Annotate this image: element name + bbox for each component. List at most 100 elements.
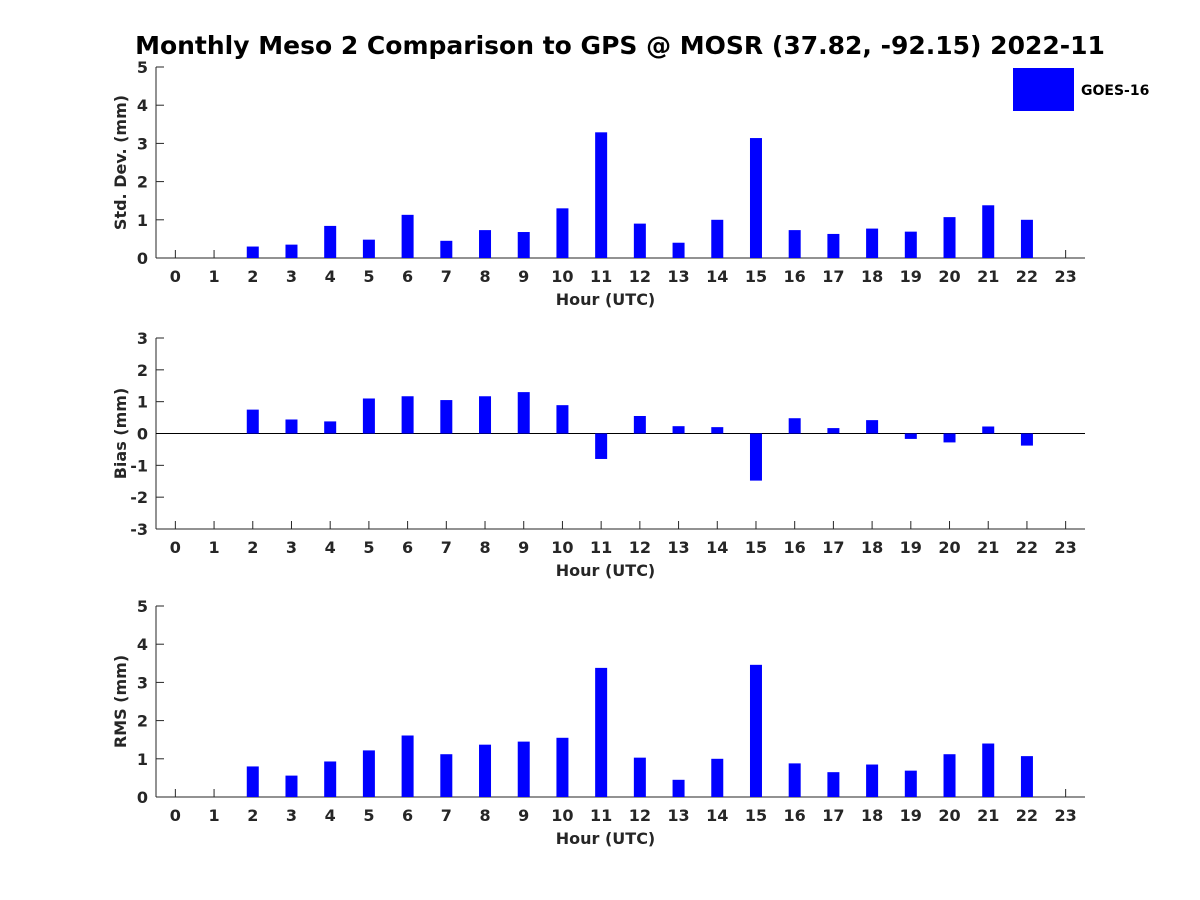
std-dev-bar <box>401 214 414 258</box>
bias-bar <box>595 433 608 459</box>
std-dev-bar <box>479 230 492 258</box>
rms-x-tick-label: 4 <box>325 806 336 825</box>
rms-bar <box>479 744 492 797</box>
rms-bar <box>633 757 646 797</box>
bias-bar <box>324 421 337 434</box>
rms-x-tick-label: 7 <box>441 806 452 825</box>
rms-bar <box>556 737 569 797</box>
rms-bar <box>362 750 375 797</box>
std-dev-x-tick-label: 2 <box>247 267 258 286</box>
bias-bar <box>982 426 995 434</box>
rms-bar <box>324 761 337 797</box>
std-dev-x-tick-label: 17 <box>822 267 844 286</box>
std-dev-x-tick-label: 15 <box>745 267 767 286</box>
figure-title: Monthly Meso 2 Comparison to GPS @ MOSR … <box>135 31 1105 60</box>
bias-y-tick-label: 0 <box>137 425 148 444</box>
legend-swatch <box>1013 68 1074 111</box>
bias-bar <box>827 428 840 434</box>
rms-x-tick-label: 9 <box>518 806 529 825</box>
rms-x-tick-label: 11 <box>590 806 612 825</box>
std-dev-bar <box>943 217 956 258</box>
std-dev-x-tick-label: 14 <box>706 267 728 286</box>
rms-bar <box>982 743 995 797</box>
bias-bar <box>362 398 375 434</box>
std-dev-bar <box>904 231 917 258</box>
std-dev-bar <box>672 242 685 258</box>
bias-y-axis-label: Bias (mm) <box>111 388 130 480</box>
bias-x-tick-label: 2 <box>247 538 258 557</box>
bias-x-tick-label: 8 <box>479 538 490 557</box>
rms-bar <box>711 758 724 797</box>
rms-bar <box>401 735 414 797</box>
std-dev-x-tick-label: 1 <box>208 267 219 286</box>
bias-y-tick-label: 3 <box>137 329 148 348</box>
bias-bar <box>633 415 646 434</box>
bias-bar <box>749 433 762 481</box>
std-dev-y-tick-label: 4 <box>137 96 148 115</box>
bias-x-tick-label: 15 <box>745 538 767 557</box>
std-dev-bar <box>866 228 879 258</box>
bias-bar <box>479 396 492 434</box>
std-dev-y-tick-label: 3 <box>137 134 148 153</box>
bias-y-tick-label: -1 <box>130 456 148 475</box>
std-dev-x-tick-label: 18 <box>861 267 883 286</box>
std-dev-bar <box>246 246 259 258</box>
std-dev-x-tick-label: 3 <box>286 267 297 286</box>
rms-x-tick-label: 15 <box>745 806 767 825</box>
bias-x-tick-label: 3 <box>286 538 297 557</box>
std-dev-x-tick-label: 16 <box>784 267 806 286</box>
bias-x-tick-label: 14 <box>706 538 728 557</box>
std-dev-x-tick-label: 8 <box>479 267 490 286</box>
bias-bar <box>556 405 569 434</box>
std-dev-bar <box>982 205 995 258</box>
rms-y-tick-label: 5 <box>137 597 148 616</box>
std-dev-bar <box>556 208 569 258</box>
bias-x-tick-label: 11 <box>590 538 612 557</box>
rms-x-tick-label: 1 <box>208 806 219 825</box>
std-dev-y-tick-label: 5 <box>137 58 148 77</box>
std-dev-y-tick-label: 1 <box>137 211 148 230</box>
bias-x-tick-label: 17 <box>822 538 844 557</box>
std-dev-x-tick-label: 7 <box>441 267 452 286</box>
rms-bar <box>904 770 917 797</box>
rms-x-tick-label: 12 <box>629 806 651 825</box>
bias-bar <box>866 420 879 434</box>
rms-bar <box>1020 756 1033 797</box>
bias-y-tick-label: -3 <box>130 520 148 539</box>
rms-y-tick-label: 1 <box>137 750 148 769</box>
bias-x-tick-label: 23 <box>1055 538 1077 557</box>
rms-bar <box>943 754 956 797</box>
std-dev-bar <box>711 219 724 258</box>
bias-x-tick-label: 18 <box>861 538 883 557</box>
rms-bar <box>440 754 453 797</box>
rms-x-tick-label: 18 <box>861 806 883 825</box>
bias-y-tick-label: -2 <box>130 488 148 507</box>
std-dev-bar <box>788 230 801 258</box>
std-dev-bar <box>749 138 762 258</box>
std-dev-bar <box>595 132 608 258</box>
std-dev-bar <box>324 225 337 258</box>
bias-x-tick-label: 21 <box>977 538 999 557</box>
bias-x-tick-label: 13 <box>667 538 689 557</box>
rms-x-tick-label: 8 <box>479 806 490 825</box>
bias-bar <box>440 400 453 434</box>
rms-y-axis-label: RMS (mm) <box>111 655 130 748</box>
bias-bar <box>1020 433 1033 446</box>
rms-bar <box>827 772 840 797</box>
rms-x-tick-label: 22 <box>1016 806 1038 825</box>
bias-x-tick-label: 9 <box>518 538 529 557</box>
std-dev-y-tick-label: 0 <box>137 249 148 268</box>
std-dev-bar <box>285 244 298 258</box>
std-dev-x-tick-label: 21 <box>977 267 999 286</box>
rms-bar <box>517 741 530 797</box>
bias-x-tick-label: 22 <box>1016 538 1038 557</box>
rms-x-tick-label: 20 <box>938 806 960 825</box>
bias-bar <box>943 433 956 443</box>
bias-x-tick-label: 4 <box>325 538 336 557</box>
rms-x-tick-label: 19 <box>900 806 922 825</box>
bias-bar <box>711 427 724 434</box>
rms-x-tick-label: 13 <box>667 806 689 825</box>
std-dev-x-tick-label: 13 <box>667 267 689 286</box>
